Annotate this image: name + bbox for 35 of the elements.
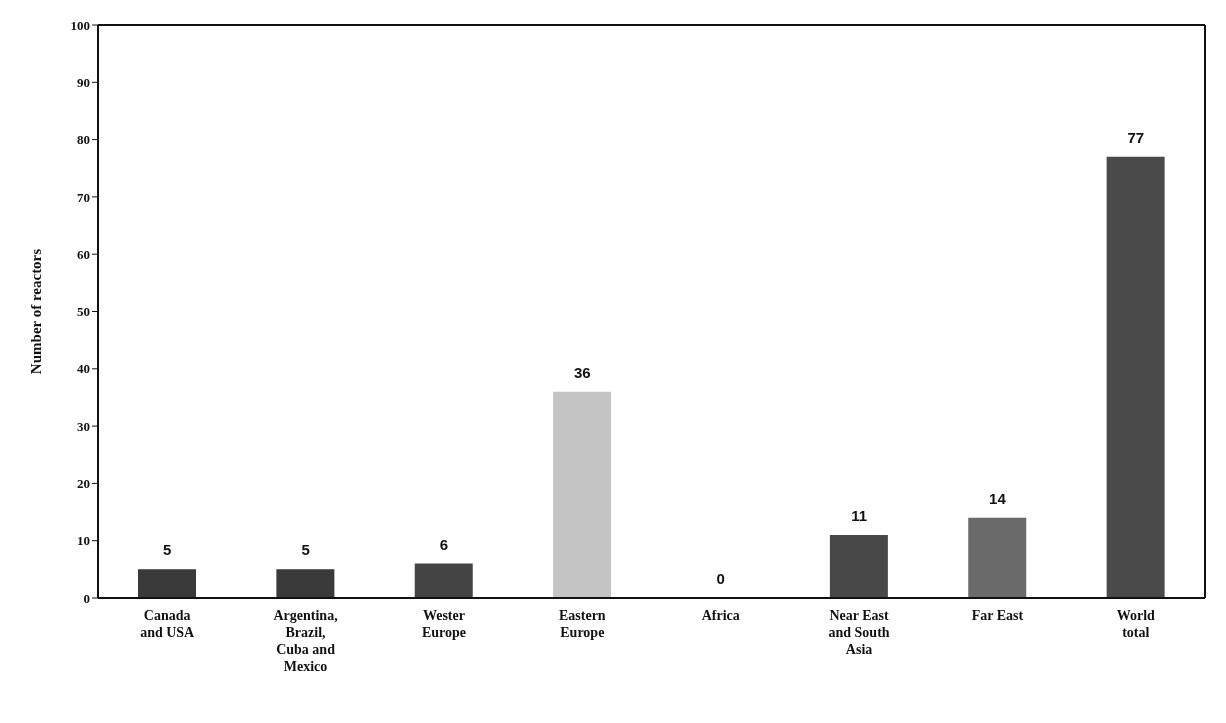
y-tick-label: 90 bbox=[77, 74, 90, 90]
data-label: 77 bbox=[1127, 128, 1145, 146]
bar bbox=[1106, 156, 1165, 598]
y-tick-label: 10 bbox=[77, 533, 90, 549]
bar bbox=[276, 569, 335, 598]
y-axis-title: Number of reactors bbox=[28, 248, 45, 375]
x-tick-label: World total bbox=[1116, 608, 1156, 640]
data-label: 0 bbox=[716, 570, 725, 587]
x-tick-label: Near East and South Asia bbox=[828, 608, 890, 657]
y-tick-label: 20 bbox=[77, 476, 90, 492]
data-label: 6 bbox=[439, 535, 449, 553]
x-tick-label: Canada and USA bbox=[140, 608, 196, 640]
y-tick-label: 100 bbox=[70, 17, 90, 33]
y-tick-label: 30 bbox=[77, 418, 90, 434]
y-tick-label: 80 bbox=[77, 132, 90, 148]
bar bbox=[553, 391, 612, 598]
data-label: 11 bbox=[851, 506, 867, 524]
x-tick-label: Far East bbox=[971, 608, 1024, 623]
data-label: 36 bbox=[573, 363, 591, 381]
x-tick-label: Wester Europe bbox=[421, 608, 466, 640]
bar bbox=[968, 517, 1027, 598]
data-label: 14 bbox=[989, 489, 1007, 507]
data-label: 5 bbox=[301, 541, 310, 559]
y-tick-label: 50 bbox=[77, 304, 90, 320]
y-tick-label: 70 bbox=[77, 189, 90, 205]
y-tick-label: 0 bbox=[83, 590, 90, 606]
x-tick-label: Eastern Europe bbox=[558, 608, 606, 640]
bar bbox=[414, 563, 473, 598]
bar bbox=[829, 534, 888, 598]
x-tick-label: Africa bbox=[701, 608, 740, 623]
bar bbox=[138, 569, 196, 598]
y-tick-label: 40 bbox=[77, 361, 90, 377]
y-tick-label: 60 bbox=[77, 246, 90, 262]
data-label: 5 bbox=[163, 541, 172, 559]
x-tick-label: Argentina, Brazil, Cuba and Mexico bbox=[273, 608, 338, 674]
